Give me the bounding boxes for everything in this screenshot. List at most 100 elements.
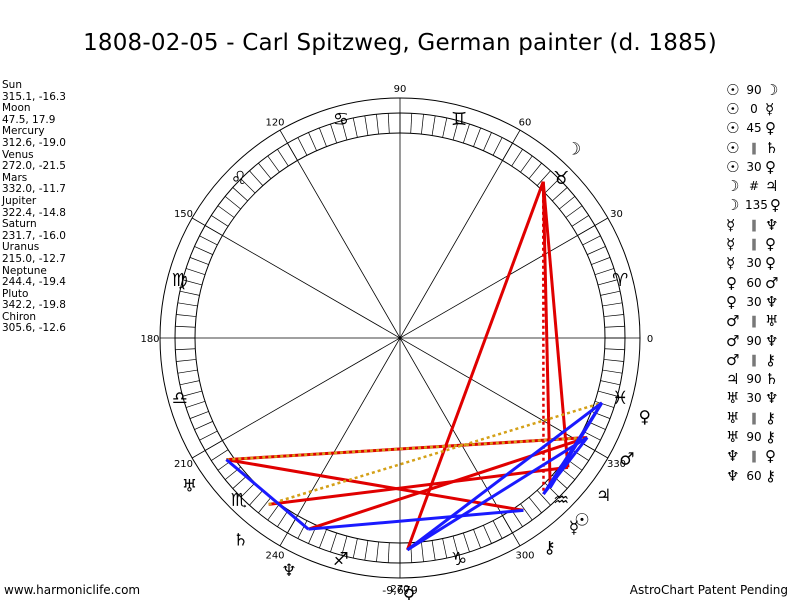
planet-glyph-icon: ♀	[765, 157, 776, 176]
planet-glyph-icon: ⚷	[765, 350, 776, 369]
band-tick	[452, 120, 459, 141]
aspect-row: ☉ 0 ☿	[726, 99, 800, 118]
band-tick	[240, 178, 256, 194]
band-tick	[199, 430, 218, 441]
degree-label: 180	[140, 334, 159, 345]
band-tick	[600, 290, 621, 296]
planet-glyph-icon: ⚷	[765, 427, 776, 446]
aspect-angle: 90	[746, 429, 762, 444]
planet-name: Saturn	[2, 218, 37, 231]
band-tick	[600, 380, 621, 386]
planet-glyph-icon: ☿	[765, 99, 775, 118]
band-tick	[492, 520, 503, 539]
planet-glyph-icon: ☽	[726, 177, 740, 196]
planet-glyph-icon: ♆	[765, 292, 779, 311]
aspect-row: ♂ ∥ ⚷	[726, 350, 800, 369]
aspect-angle: ∥	[751, 352, 757, 367]
aspect-line	[541, 181, 570, 468]
band-tick	[364, 540, 369, 561]
aspect-angle: 0	[750, 101, 758, 116]
planet-glyph-icon: ♆	[726, 447, 740, 466]
planet-glyph-icon: ♄	[233, 531, 248, 551]
band-tick	[319, 127, 327, 147]
band-tick	[552, 187, 568, 202]
aspect-angle: 30	[746, 294, 762, 309]
planet-glyph-icon: ♅	[765, 312, 779, 331]
planet-coords: 244.4, -19.4	[2, 276, 66, 289]
aspect-angle: ∥	[751, 314, 757, 329]
band-tick	[565, 205, 583, 218]
degree-label: 150	[174, 209, 193, 220]
planet-name: Jupiter	[2, 194, 37, 207]
degree-label: 240	[265, 551, 284, 562]
band-tick	[352, 538, 358, 559]
band-tick	[483, 525, 492, 544]
aspect-row: ☉ 45 ♀	[726, 119, 800, 138]
band-tick	[249, 490, 264, 506]
degree-label: 0	[647, 334, 653, 345]
zodiac-sign-icon: ♒	[553, 490, 569, 511]
planet-glyph-icon: ♀	[638, 408, 650, 428]
aspect-row: ♆ 60 ⚷	[726, 466, 800, 485]
aspect-row: ☉ ∥ ♄	[726, 138, 800, 157]
zodiac-sign-icon: ♎	[172, 388, 188, 409]
aspect-line	[406, 436, 588, 552]
aspect-angle: ∥	[751, 237, 757, 252]
aspect-line	[226, 436, 588, 461]
degree-label: 60	[519, 117, 532, 128]
band-tick	[179, 380, 200, 386]
planet-glyph-icon: ♀	[765, 254, 776, 273]
planet-glyph-icon: ♅	[726, 389, 740, 408]
planet-glyph-icon: ♅	[726, 427, 740, 446]
aspect-row: ♆ ∥ ♀	[726, 447, 800, 466]
aspect-angle: 90	[746, 333, 762, 348]
aspect-line	[542, 401, 604, 495]
band-tick	[492, 137, 503, 156]
aspect-list: ☉ 90 ☽ ☉ 0 ☿ ☉ 45 ♀ ☉ ∥ ♄ ☉ 30 ♀ ☽ # ♃ ☽ 135 ♀ ☿ ∥ ♆ ☿ ∥ ♀ ☿ 30 ♀ ♀ 60 ♂…	[726, 80, 800, 485]
aspect-row: ♂ 90 ♆	[726, 331, 800, 350]
planet-glyph-icon: ♂	[726, 350, 740, 369]
band-tick	[410, 113, 413, 134]
aspect-row: ☽ # ♃	[726, 176, 800, 195]
degree-label: 270	[390, 584, 409, 595]
planet-name: Chiron	[2, 310, 37, 323]
band-tick	[604, 325, 625, 328]
band-tick	[387, 542, 390, 563]
planet-glyph-icon: ☿	[726, 235, 736, 254]
aspect-line	[308, 508, 524, 531]
spoke-line	[191, 217, 609, 459]
band-tick	[185, 268, 206, 275]
planet-glyph-icon: ☿	[726, 215, 736, 234]
planet-coords: 47.5, 17.9	[2, 113, 56, 126]
band-tick	[442, 538, 448, 559]
aspect-angle: ∥	[751, 217, 757, 232]
band-tick	[319, 529, 327, 549]
band-tick	[249, 170, 264, 186]
band-tick	[602, 369, 623, 374]
band-tick	[463, 123, 470, 144]
planet-glyph-icon: ⚷	[765, 466, 776, 485]
planet-glyph-icon: ♀	[403, 586, 415, 600]
website-link[interactable]: www.harmoniclife.com	[4, 583, 141, 597]
zodiac-sign-icon: ♋	[333, 109, 349, 130]
band-tick	[594, 401, 615, 408]
aspect-row: ♀ 60 ♂	[726, 273, 800, 292]
band-tick	[536, 490, 551, 506]
planet-glyph-icon: ♄	[765, 370, 779, 389]
band-tick	[582, 235, 601, 246]
planet-glyph-icon: ♀	[769, 196, 781, 215]
planet-glyph-icon: ♂	[726, 331, 740, 350]
planet-glyph-icon: ⚷	[543, 538, 555, 558]
band-tick	[463, 532, 470, 553]
band-tick	[199, 235, 218, 246]
band-tick	[352, 117, 358, 138]
band-tick	[431, 540, 436, 561]
aspect-line	[268, 465, 569, 506]
band-tick	[594, 268, 615, 275]
band-tick	[571, 215, 589, 227]
band-tick	[258, 162, 272, 179]
zodiac-sign-icon: ♑	[451, 549, 467, 570]
band-tick	[177, 302, 198, 307]
patent-notice: AstroChart Patent Pending	[629, 583, 788, 597]
